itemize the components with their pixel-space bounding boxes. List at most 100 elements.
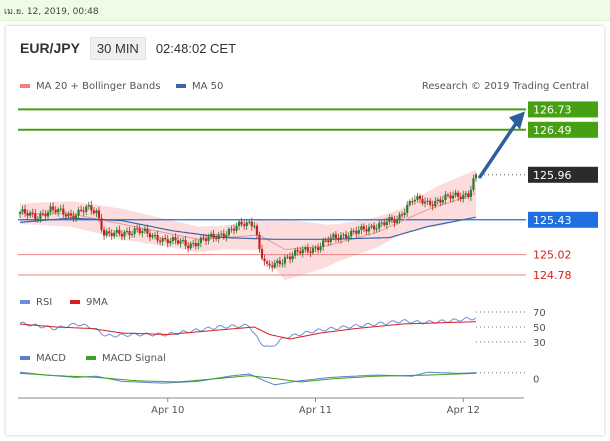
candle-body (263, 258, 266, 262)
legend-label-macd-signal: MACD Signal (102, 353, 166, 364)
candle-body (148, 233, 152, 238)
candle-body (102, 229, 106, 236)
candle-body (41, 213, 45, 215)
candle-body (248, 221, 251, 223)
candle-body (87, 205, 90, 207)
candle-body (164, 237, 167, 240)
candle-body (46, 212, 50, 217)
candle-body (393, 219, 396, 224)
candle-body (128, 231, 131, 236)
candle-body (240, 221, 243, 225)
candle-body (123, 231, 126, 237)
candle-body (339, 235, 343, 240)
candle-body (401, 214, 404, 216)
legend-swatch-rsi-9ma (70, 300, 80, 304)
candle-body (332, 234, 335, 238)
candle-body (166, 239, 169, 244)
x-tick-label: Apr 10 (151, 405, 184, 416)
candle-body (174, 237, 177, 241)
forecast-arrow (478, 111, 525, 179)
candle-body (342, 234, 345, 236)
candle-body (385, 221, 388, 226)
candle-body (416, 195, 419, 200)
date-bar: เม.ย. 12, 2019, 00:48 (0, 0, 610, 21)
candle-body (62, 208, 65, 215)
candle-body (352, 230, 355, 232)
pivot-tag-label: 125.43 (533, 214, 572, 227)
candle-body (230, 228, 233, 230)
candle-body (319, 246, 322, 251)
bollinger-band (20, 169, 476, 281)
candle-body (215, 237, 218, 240)
x-tick-label: Apr 12 (447, 405, 480, 416)
candle-body (383, 222, 386, 226)
candle-body (156, 235, 159, 241)
candle-body (138, 228, 141, 234)
candle-body (451, 195, 455, 199)
moving-averages (19, 193, 477, 251)
legend-label-rsi-9ma: 9MA (86, 297, 108, 308)
candle-body (21, 209, 24, 213)
candle-body (113, 232, 116, 237)
candle-body (194, 243, 197, 247)
candle-body (29, 212, 32, 216)
candle-body (202, 237, 205, 239)
candle-body (31, 212, 34, 214)
candle-body (184, 240, 187, 246)
candle-body (388, 217, 391, 222)
support-tag-label: 125.02 (533, 249, 572, 262)
candle-body (118, 229, 121, 235)
candle-body (306, 247, 309, 252)
candle-body (286, 256, 289, 258)
timeframe-button[interactable]: 30 MIN (89, 36, 146, 60)
candle-body (441, 200, 444, 203)
candle-body (105, 231, 108, 236)
candle-body (469, 189, 473, 197)
candle-body (260, 249, 264, 259)
candle-body (413, 199, 416, 202)
candle-body (181, 240, 185, 242)
candle-body (474, 174, 478, 179)
candle-body (169, 240, 172, 244)
candle-body (457, 192, 460, 197)
resistance-tag-label: 126.73 (533, 103, 572, 116)
candle-body (90, 205, 93, 211)
candle-body (309, 251, 312, 253)
candle-body (110, 233, 113, 237)
ma50-line (19, 216, 477, 240)
candle-body (225, 234, 228, 238)
candle-body (72, 215, 75, 219)
candle-body (446, 194, 450, 196)
macd-panel: 0 (19, 371, 539, 386)
candle-body (454, 192, 457, 196)
candle-body (171, 237, 174, 241)
legend-label-macd: MACD (36, 353, 66, 364)
last-price-tag-bg (528, 166, 598, 183)
candle-body (44, 213, 47, 217)
candle-body (449, 195, 452, 199)
candle-body (418, 195, 422, 200)
candle-body (378, 222, 381, 229)
candle-body (429, 200, 432, 205)
candle-body (207, 236, 210, 241)
candle-body (294, 250, 297, 256)
candle-body (296, 250, 299, 252)
bollinger-band-area (20, 169, 476, 281)
candle-body (439, 199, 442, 203)
rsi-9ma-line (19, 321, 476, 340)
candle-body (311, 248, 315, 253)
macd-signal-line (19, 372, 477, 383)
candle-body (281, 263, 284, 265)
candle-body (304, 247, 307, 250)
candle-body (217, 234, 220, 240)
candle-body (192, 243, 195, 245)
candle-body (95, 210, 98, 214)
candle-body (179, 240, 182, 244)
candle-body (380, 222, 383, 224)
candle-body (26, 213, 29, 216)
credit-text: Research © 2019 Trading Central (422, 81, 589, 92)
last-price-tag-label: 125.96 (533, 169, 572, 182)
legend-swatch-rsi (20, 300, 30, 304)
symbol-title: EUR/JPY (20, 40, 80, 56)
candle-body (373, 225, 376, 230)
